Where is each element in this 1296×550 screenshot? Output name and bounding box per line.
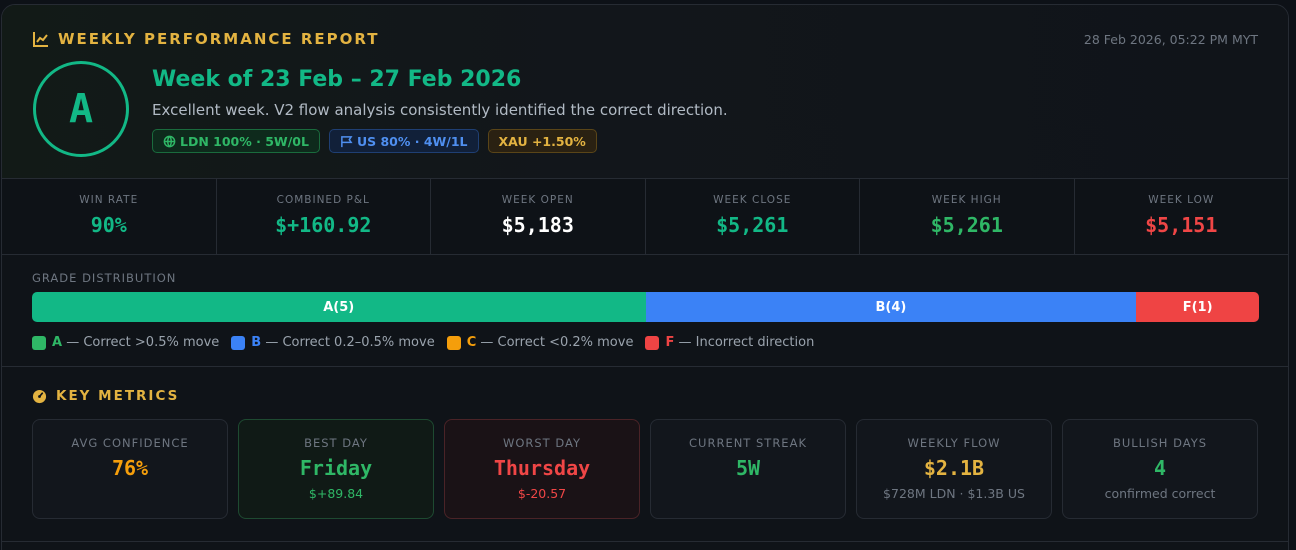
grade-legend: A — Correct >0.5% move B — Correct 0.2–0… (32, 335, 814, 350)
metric-label: BULLISH DAYS (1112, 436, 1208, 450)
legend-text: — Correct 0.2–0.5% move (261, 335, 435, 350)
metric-worst-day: WORST DAY Thursday $-20.57 (444, 419, 640, 519)
legend-item-f: F — Incorrect direction (645, 335, 814, 350)
metric-label: WORST DAY (502, 436, 582, 450)
stat-value: $+160.92 (275, 213, 372, 237)
divider (2, 541, 1288, 542)
legend-swatch (645, 335, 660, 350)
metric-current-streak: CURRENT STREAK 5W (650, 419, 846, 519)
report-header: WEEKLY PERFORMANCE REPORT 28 Feb 2026, 0… (2, 5, 1288, 179)
flag-icon (341, 135, 353, 147)
stat-label: COMBINED P&L (276, 194, 370, 206)
stat-value: 90% (90, 213, 127, 237)
stat-label: WEEK OPEN (501, 194, 574, 206)
grade-segment-b: B(4) (645, 292, 1137, 322)
legend-item-c: C — Correct <0.2% move (446, 335, 634, 350)
week-summary: Excellent week. V2 flow analysis consist… (152, 101, 728, 119)
stat-week-open: WEEK OPEN $5,183 (431, 179, 646, 254)
metric-label: WEEKLY FLOW (907, 436, 1001, 450)
metric-value: Thursday (493, 456, 591, 480)
metric-weekly-flow: WEEKLY FLOW $2.1B $728M LDN · $1.3B US (856, 419, 1052, 519)
week-title: Week of 23 Feb – 27 Feb 2026 (152, 67, 522, 92)
xau-badge-text: XAU +1.50% (498, 133, 586, 149)
key-metrics-title-text: KEY METRICS (56, 388, 180, 404)
key-metrics-row: AVG CONFIDENCE 76% BEST DAY Friday $+89.… (32, 419, 1258, 519)
metric-sub: $+89.84 (308, 486, 364, 501)
legend-letter: A (52, 335, 63, 350)
metric-sub: $-20.57 (517, 486, 567, 501)
stat-week-high: WEEK HIGH $5,261 (860, 179, 1075, 254)
weekly-report-card: WEEKLY PERFORMANCE REPORT 28 Feb 2026, 0… (1, 4, 1289, 550)
stat-combined-pnl: COMBINED P&L $+160.92 (217, 179, 431, 254)
metric-sub: $728M LDN · $1.3B US (883, 486, 1025, 501)
us-badge: US 80% · 4W/1L (328, 129, 479, 153)
ldn-badge-text: LDN 100% · 5W/0L (180, 133, 309, 149)
key-metrics-title: KEY METRICS (32, 388, 179, 404)
session-badges: LDN 100% · 5W/0L US 80% · 4W/1L XAU +1.5… (152, 129, 597, 153)
grade-distribution-section: GRADE DISTRIBUTION A(5) B(4) F(1) A — Co… (2, 255, 1288, 367)
metric-avg-confidence: AVG CONFIDENCE 76% (32, 419, 228, 519)
grade-segment-f: F(1) (1136, 292, 1259, 322)
stat-value: $5,261 (930, 213, 1003, 237)
stat-value: $5,261 (716, 213, 789, 237)
legend-swatch (32, 335, 46, 350)
metric-value: 76% (111, 456, 149, 480)
stat-value: $5,151 (1145, 213, 1218, 237)
metric-best-day: BEST DAY Friday $+89.84 (238, 419, 434, 519)
stat-week-low: WEEK LOW $5,151 (1075, 179, 1289, 254)
stats-row: WIN RATE 90% COMBINED P&L $+160.92 WEEK … (2, 179, 1288, 255)
metric-label: AVG CONFIDENCE (71, 436, 189, 450)
stat-week-close: WEEK CLOSE $5,261 (646, 179, 860, 254)
stat-label: WEEK CLOSE (713, 194, 792, 206)
globe-icon (163, 135, 176, 147)
legend-text: — Correct <0.2% move (476, 335, 634, 350)
gauge-icon (32, 389, 47, 403)
grade-segment-a: A(5) (32, 292, 646, 322)
metric-value: 5W (735, 456, 761, 480)
metric-bullish-days: BULLISH DAYS 4 confirmed correct (1062, 419, 1258, 519)
metric-sub: confirmed correct (1104, 486, 1216, 501)
legend-letter: B (251, 335, 262, 350)
xau-badge: XAU +1.50% (487, 129, 597, 153)
metric-value: $2.1B (923, 456, 985, 480)
legend-text: — Correct >0.5% move (62, 335, 220, 350)
stat-label: WEEK LOW (1148, 194, 1215, 206)
stat-label: WEEK HIGH (931, 194, 1002, 206)
report-title: WEEKLY PERFORMANCE REPORT (32, 30, 380, 48)
ldn-badge: LDN 100% · 5W/0L (152, 129, 320, 153)
metric-value: Friday (299, 456, 373, 480)
legend-item-b: B — Correct 0.2–0.5% move (231, 335, 435, 350)
stat-label: WIN RATE (79, 194, 139, 206)
legend-swatch (231, 335, 246, 350)
legend-letter: C (466, 335, 477, 350)
grade-distribution-label: GRADE DISTRIBUTION (32, 271, 177, 285)
us-badge-text: US 80% · 4W/1L (356, 133, 468, 149)
chart-line-icon (33, 32, 48, 47)
stat-win-rate: WIN RATE 90% (2, 179, 217, 254)
legend-text: — Incorrect direction (674, 335, 815, 350)
report-title-text: WEEKLY PERFORMANCE REPORT (58, 30, 380, 48)
legend-item-a: A — Correct >0.5% move (32, 335, 219, 350)
metric-label: BEST DAY (304, 436, 368, 450)
legend-letter: F (665, 335, 675, 350)
report-timestamp: 28 Feb 2026, 05:22 PM MYT (1083, 32, 1258, 47)
metric-value: 4 (1153, 456, 1167, 480)
legend-swatch (446, 335, 461, 350)
grade-circle: A (33, 61, 129, 157)
grade-distribution-bar: A(5) B(4) F(1) (32, 292, 1259, 322)
metric-label: CURRENT STREAK (689, 436, 807, 450)
stat-value: $5,183 (501, 213, 574, 237)
